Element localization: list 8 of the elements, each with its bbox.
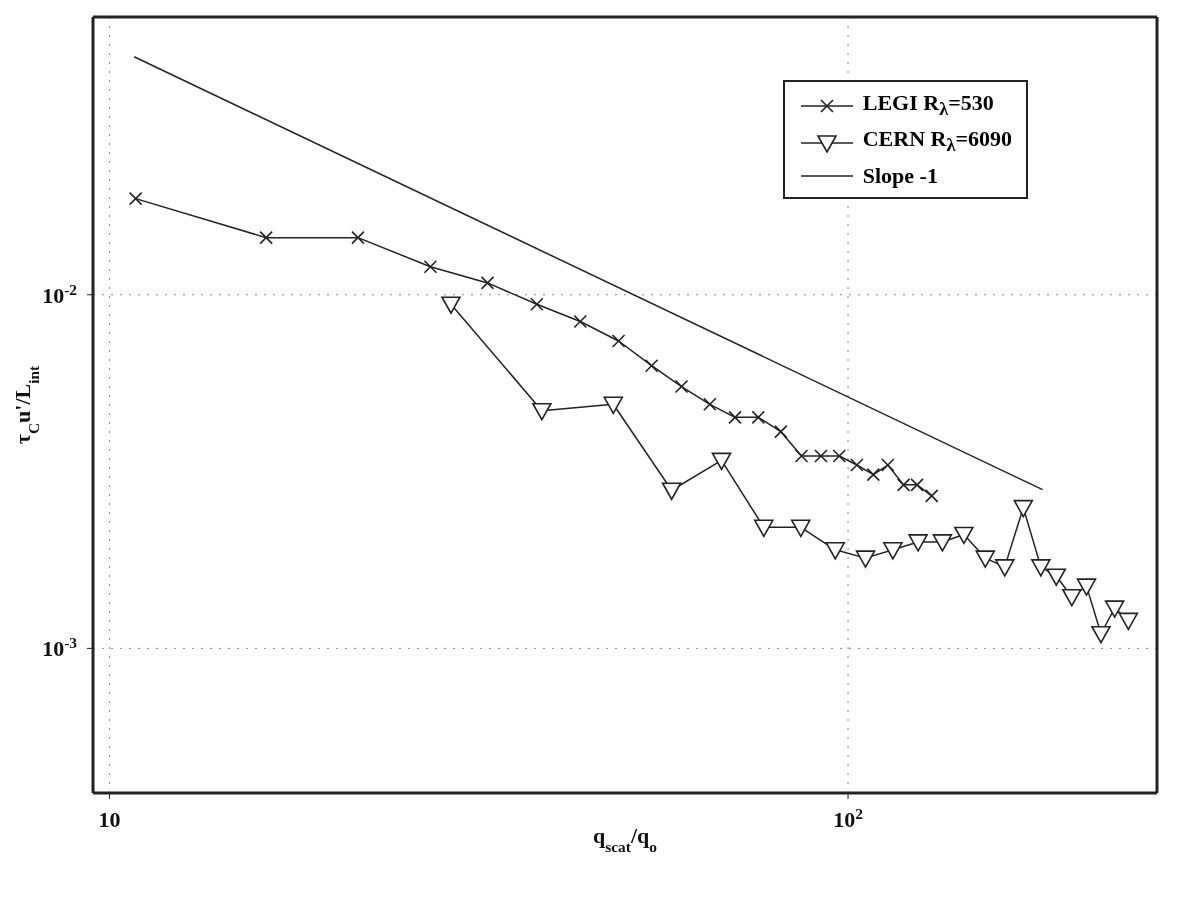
x-tick-label: 10$^{2}$ [833,804,864,832]
x-tick-label: 10 [98,807,121,832]
legend-label: CERN R$_{λ}$=6090 [862,125,1012,158]
x-axis-title: q$_{scat}$/q$_{o}$ [593,823,658,855]
y-tick-label: 10$^{-2}$ [42,280,78,308]
legend-label: LEGI R$_{λ}$=530 [862,89,994,122]
legend-label: Slope -1 [862,161,938,190]
y-tick-label: 10$^{-3}$ [42,633,78,662]
